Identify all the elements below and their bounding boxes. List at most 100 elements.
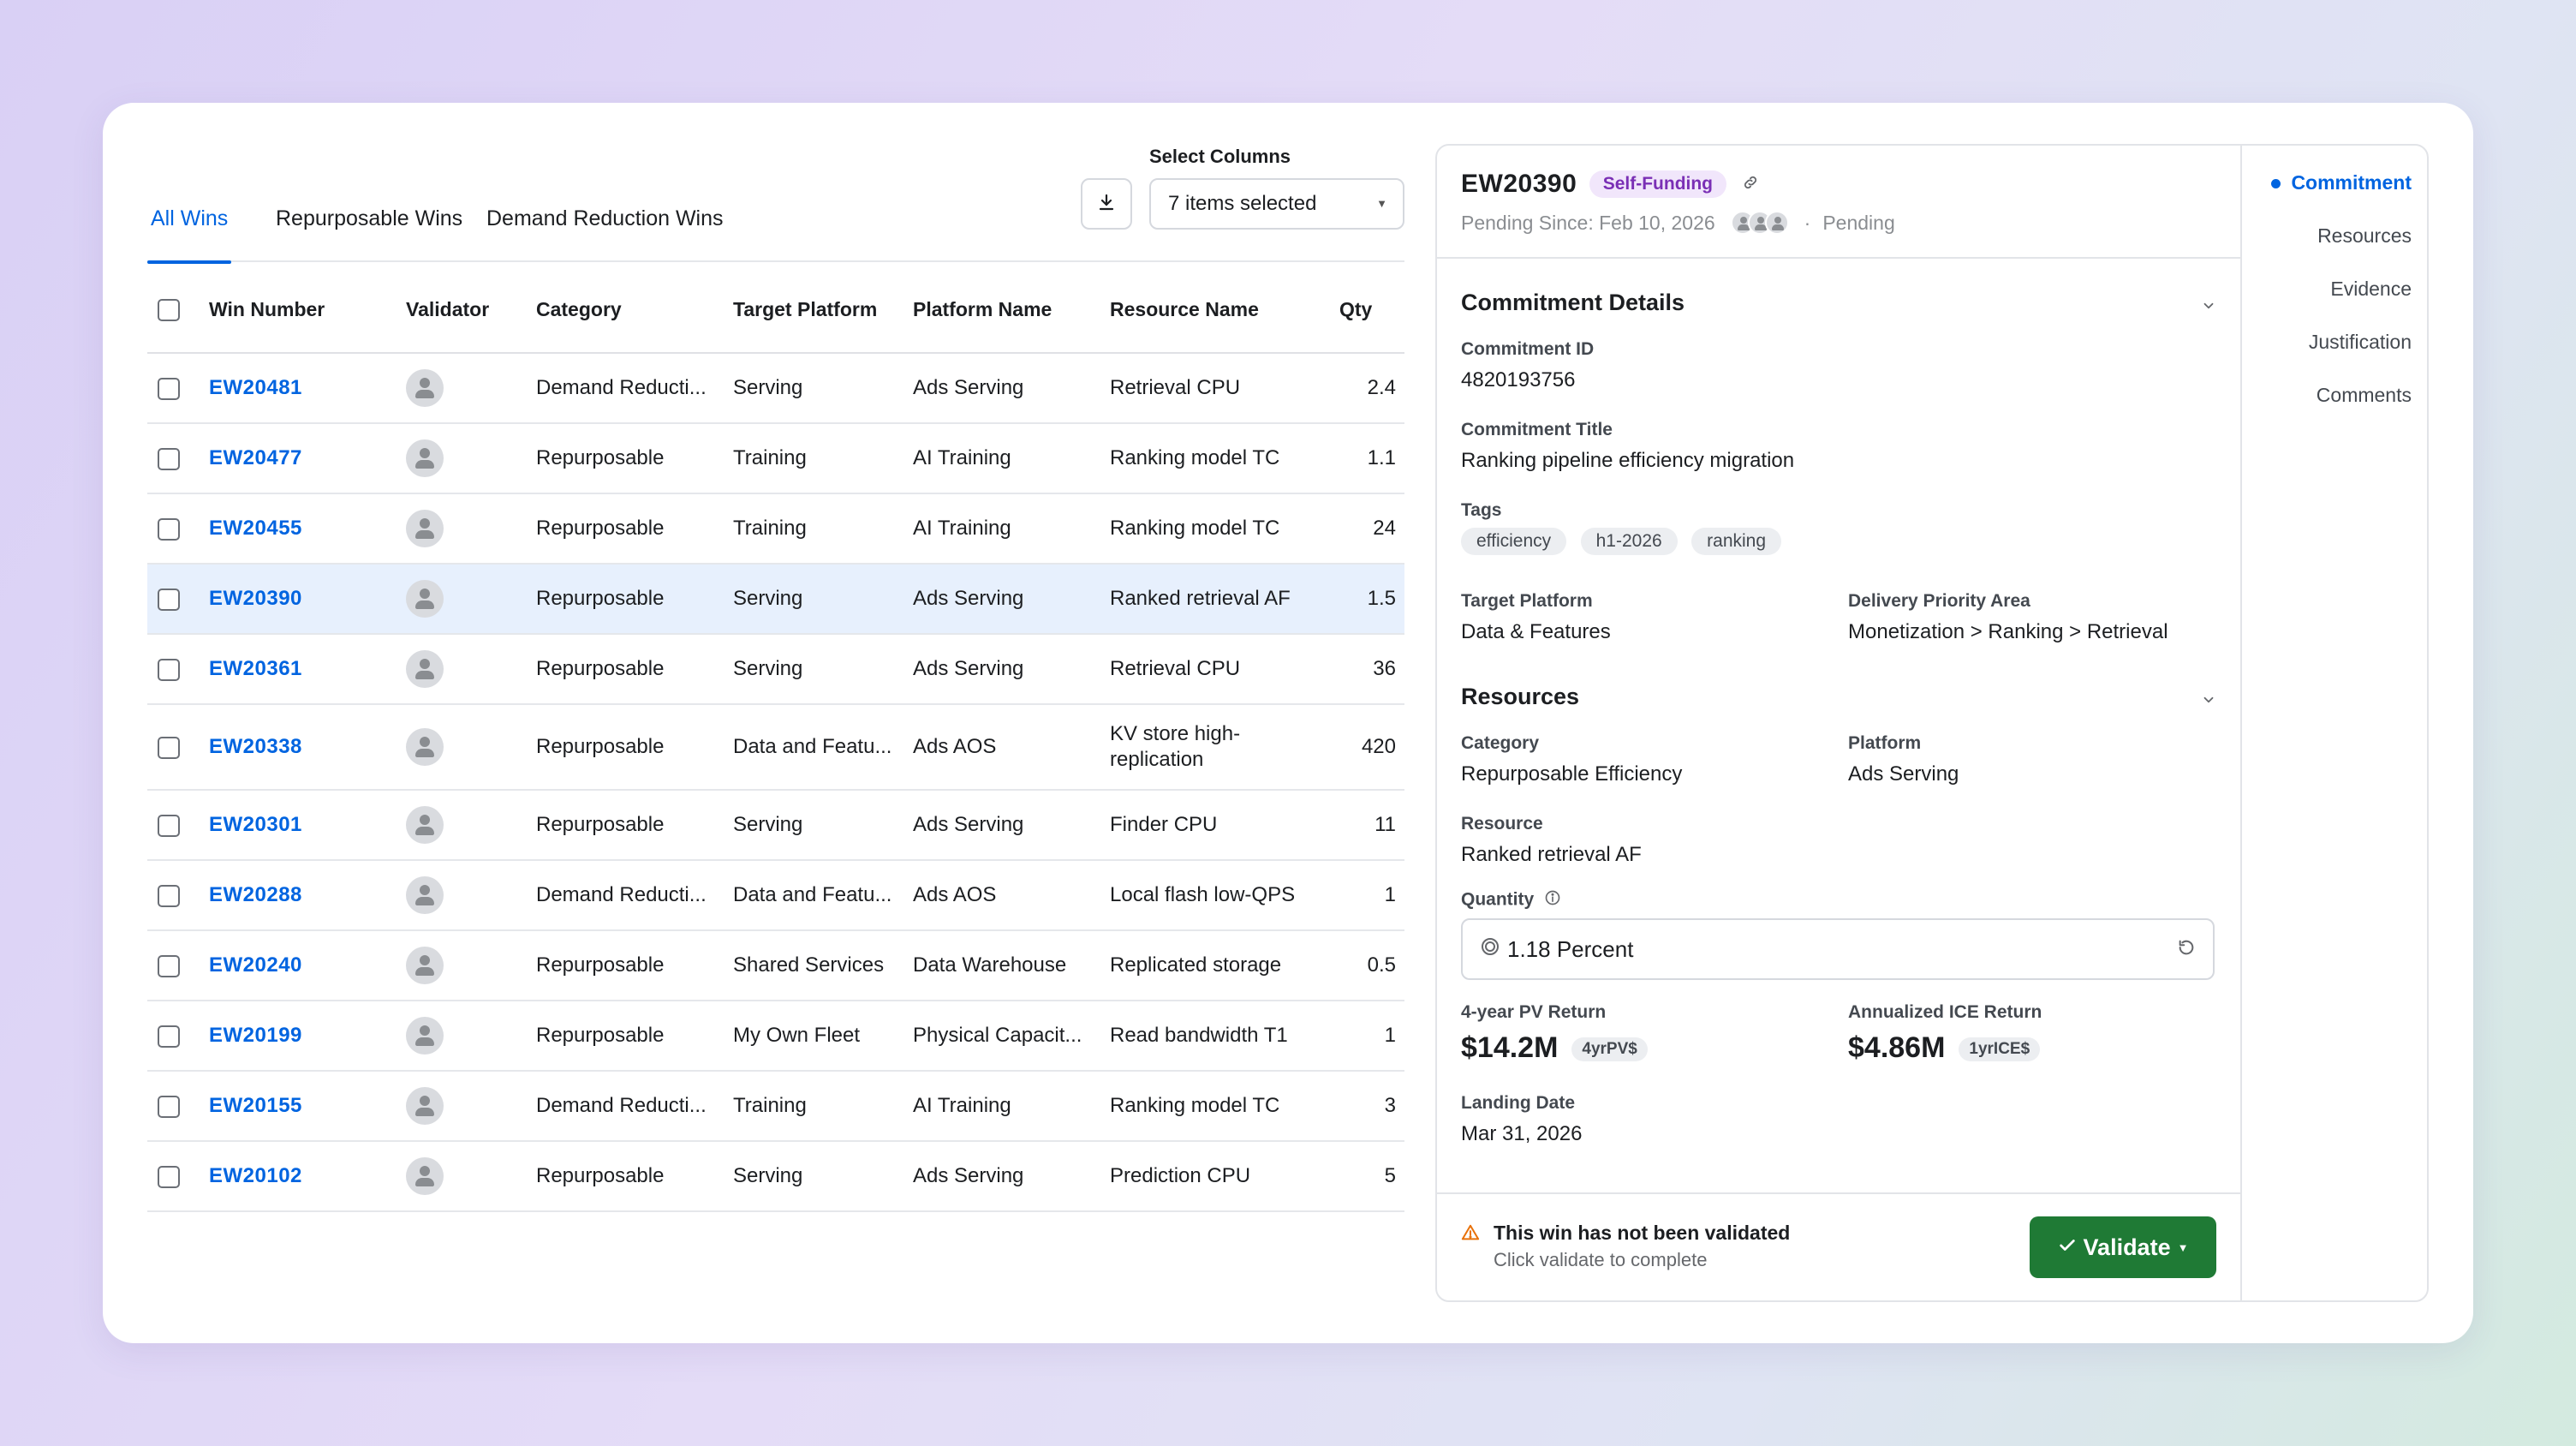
table-row[interactable]: EW20240 Repurposable Shared Services Dat…	[147, 930, 1404, 1001]
row-checkbox[interactable]	[158, 736, 180, 759]
row-checkbox[interactable]	[158, 954, 180, 977]
table-row[interactable]: EW20338 Repurposable Data and Featu... A…	[147, 704, 1404, 791]
target-platform-cell: Shared Services	[733, 930, 913, 1001]
row-checkbox[interactable]	[158, 588, 180, 611]
validation-footer: This win has not been validated Click va…	[1437, 1192, 2240, 1300]
quantity-input[interactable]: 1.18 Percent	[1461, 918, 2215, 980]
validator-avatar	[406, 369, 444, 407]
row-checkbox[interactable]	[158, 377, 180, 400]
tab-demand-reduction-wins[interactable]: Demand Reduction Wins	[486, 206, 724, 230]
platform-name-cell: Ads AOS	[913, 860, 1110, 931]
validation-warning-subtitle: Click validate to complete	[1494, 1249, 1708, 1270]
table-row[interactable]: EW20288 Demand Reducti... Data and Featu…	[147, 860, 1404, 931]
chevron-down-icon[interactable]	[2201, 692, 2216, 712]
resource-name-cell: Read bandwidth T1	[1110, 1001, 1339, 1072]
status-text: Pending	[1822, 211, 1895, 234]
row-checkbox[interactable]	[158, 447, 180, 470]
platform-name-cell: AI Training	[913, 493, 1110, 565]
win-number-link[interactable]: EW20102	[209, 1164, 302, 1187]
ice-return-value: $4.86M	[1848, 1031, 1946, 1064]
win-number-link[interactable]: EW20361	[209, 657, 302, 680]
header-resource-name[interactable]: Resource Name	[1110, 267, 1339, 354]
wins-list-panel: Select Columns All Wins Repurposable Win…	[147, 103, 1404, 1343]
target-platform-cell: Serving	[733, 1141, 913, 1212]
download-icon	[1096, 192, 1117, 217]
validate-button[interactable]: Validate ▼	[2030, 1216, 2216, 1278]
table-row[interactable]: EW20481 Demand Reducti... Serving Ads Se…	[147, 353, 1404, 424]
table-row[interactable]: EW20301 Repurposable Serving Ads Serving…	[147, 790, 1404, 861]
category-value: Repurposable Efficiency	[1461, 762, 1683, 786]
validator-avatar	[406, 650, 444, 688]
avatar	[1764, 211, 1789, 235]
win-number-link[interactable]: EW20481	[209, 376, 302, 399]
win-number-link[interactable]: EW20477	[209, 446, 302, 469]
resource-name-cell: Finder CPU	[1110, 790, 1339, 861]
table-row[interactable]: EW20455 Repurposable Training AI Trainin…	[147, 493, 1404, 565]
nav-item-commitment[interactable]: Commitment	[2271, 171, 2412, 194]
win-number-link[interactable]: EW20288	[209, 883, 302, 906]
validator-avatar	[406, 806, 444, 844]
win-number-link[interactable]: EW20455	[209, 517, 302, 540]
commitment-id-value: 4820193756	[1461, 368, 1576, 391]
table-row[interactable]: EW20102 Repurposable Serving Ads Serving…	[147, 1141, 1404, 1212]
pv-return-label: 4-year PV Return	[1461, 1002, 1607, 1022]
select-columns-value: 7 items selected	[1168, 192, 1317, 215]
win-number-link[interactable]: EW20390	[209, 587, 302, 610]
qty-cell: 3	[1339, 1071, 1404, 1142]
reset-icon[interactable]	[2177, 936, 2196, 963]
tag-chip[interactable]: ranking	[1691, 528, 1782, 555]
validator-avatar	[406, 510, 444, 547]
info-icon[interactable]	[1544, 889, 1561, 911]
category-cell: Repurposable	[536, 1141, 733, 1212]
row-checkbox[interactable]	[158, 814, 180, 837]
nav-item-resources[interactable]: Resources	[2317, 224, 2412, 247]
validator-avatar	[406, 439, 444, 477]
qty-cell: 11	[1339, 790, 1404, 861]
link-icon[interactable]	[1742, 174, 1759, 195]
win-number-link[interactable]: EW20199	[209, 1024, 302, 1047]
pv-return-row: $14.2M 4yrPV$	[1461, 1031, 1648, 1065]
target-platform-cell: Training	[733, 493, 913, 565]
header-platform-name[interactable]: Platform Name	[913, 267, 1110, 354]
nav-item-comments[interactable]: Comments	[2316, 384, 2412, 406]
tag-chip[interactable]: h1-2026	[1580, 528, 1678, 555]
win-number-link[interactable]: EW20155	[209, 1094, 302, 1117]
table-row[interactable]: EW20477 Repurposable Training AI Trainin…	[147, 423, 1404, 494]
win-number-link[interactable]: EW20240	[209, 953, 302, 977]
header-category[interactable]: Category	[536, 267, 733, 354]
win-number-link[interactable]: EW20301	[209, 813, 302, 836]
header-target-platform[interactable]: Target Platform	[733, 267, 913, 354]
nav-item-evidence[interactable]: Evidence	[2330, 278, 2412, 300]
tab-repurposable-wins[interactable]: Repurposable Wins	[276, 206, 463, 230]
header-qty[interactable]: Qty	[1339, 267, 1404, 354]
select-columns-dropdown[interactable]: 7 items selected ▼	[1149, 178, 1404, 230]
win-number-link[interactable]: EW20338	[209, 735, 302, 758]
ice-return-label: Annualized ICE Return	[1848, 1002, 2042, 1022]
target-platform-cell: Data and Featu...	[733, 704, 913, 791]
header-win-number[interactable]: Win Number	[209, 267, 406, 354]
download-button[interactable]	[1081, 178, 1132, 230]
platform-name-cell: Ads Serving	[913, 353, 1110, 424]
table-row-selected[interactable]: EW20390 Repurposable Serving Ads Serving…	[147, 564, 1404, 635]
header-validator[interactable]: Validator	[406, 267, 536, 354]
nav-item-justification[interactable]: Justification	[2308, 331, 2412, 353]
table-row[interactable]: EW20155 Demand Reducti... Training AI Tr…	[147, 1071, 1404, 1142]
table-row[interactable]: EW20361 Repurposable Serving Ads Serving…	[147, 634, 1404, 705]
table-row[interactable]: EW20199 Repurposable My Own Fleet Physic…	[147, 1001, 1404, 1072]
target-platform-cell: Training	[733, 423, 913, 494]
validator-avatar	[406, 1017, 444, 1055]
validator-avatar	[406, 728, 444, 766]
tag-chip[interactable]: efficiency	[1461, 528, 1567, 555]
tab-all-wins[interactable]: All Wins	[147, 188, 232, 264]
chevron-down-icon[interactable]	[2201, 298, 2216, 318]
section-nav: Commitment Resources Evidence Justificat…	[2242, 146, 2427, 1300]
row-checkbox[interactable]	[158, 1095, 180, 1118]
row-checkbox[interactable]	[158, 884, 180, 907]
row-checkbox[interactable]	[158, 1165, 180, 1188]
resource-name-cell: Ranked retrieval AF	[1110, 564, 1339, 635]
row-checkbox[interactable]	[158, 658, 180, 681]
validator-avatar	[406, 876, 444, 914]
row-checkbox[interactable]	[158, 1025, 180, 1048]
row-checkbox[interactable]	[158, 517, 180, 541]
select-all-checkbox[interactable]	[158, 299, 180, 322]
